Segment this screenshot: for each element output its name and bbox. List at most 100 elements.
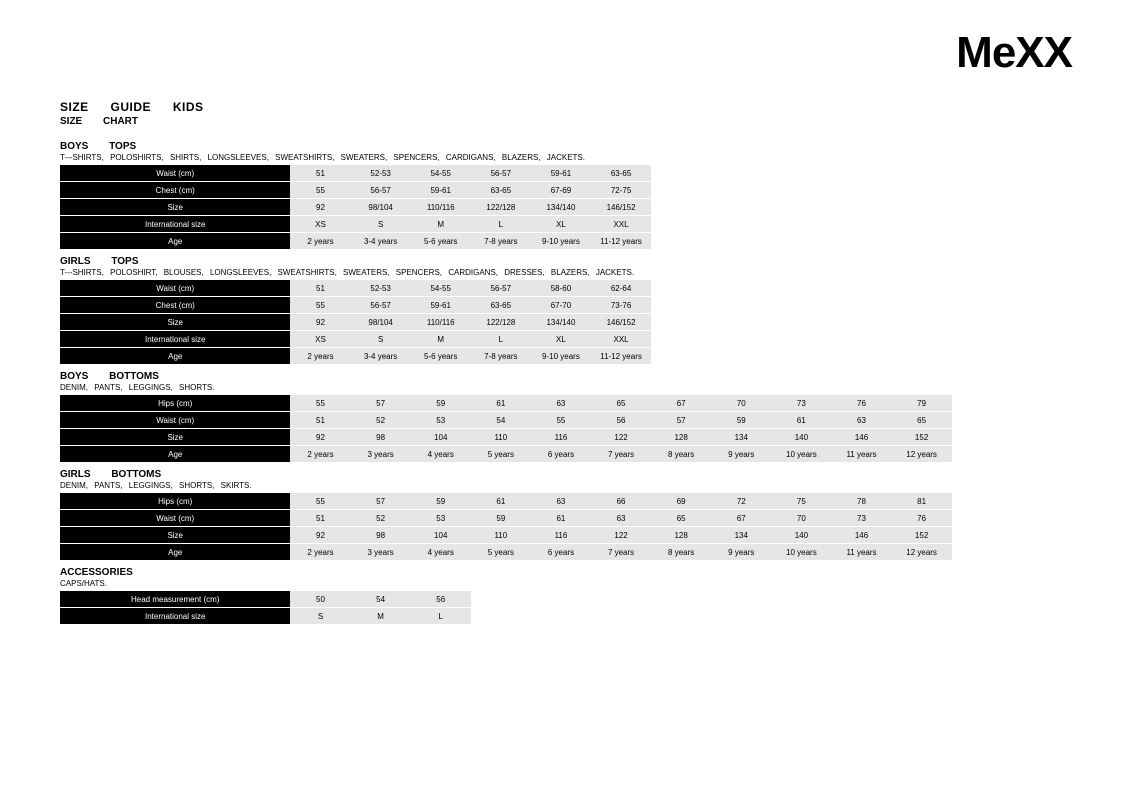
- table-row: Waist (cm)5152-5354-5556-5759-6163-65: [60, 165, 1072, 181]
- blank-cell: [651, 348, 711, 364]
- row-label: Age: [60, 446, 290, 462]
- cell: 61: [471, 493, 531, 509]
- blank-cell: [831, 165, 891, 181]
- row-label: Age: [60, 348, 290, 364]
- blank-cell: [1012, 412, 1072, 428]
- blank-cell: [1012, 493, 1072, 509]
- cell: 110: [471, 527, 531, 543]
- blank-cell: [771, 216, 831, 232]
- cell: 76: [892, 510, 952, 526]
- cell: 56-57: [471, 280, 531, 296]
- cell: 67-70: [531, 297, 591, 313]
- cell: 2 years: [290, 348, 350, 364]
- cell: 72-75: [591, 182, 651, 198]
- cell: 56-57: [471, 165, 531, 181]
- cell: 66: [591, 493, 651, 509]
- cell: 70: [711, 395, 771, 411]
- cell: 55: [290, 395, 350, 411]
- cell: 92: [290, 429, 350, 445]
- cell: L: [471, 216, 531, 232]
- row-label: Size: [60, 429, 290, 445]
- cell: 3 years: [351, 544, 411, 560]
- cell: 9 years: [711, 544, 771, 560]
- cell: 61: [771, 412, 831, 428]
- blank-cell: [771, 297, 831, 313]
- table-row: Size9298104110116122128134140146152: [60, 429, 1072, 445]
- blank-cell: [651, 314, 711, 330]
- blank-cell: [952, 493, 1012, 509]
- cell: 65: [651, 510, 711, 526]
- blank-cell: [711, 331, 771, 347]
- cell: 7-8 years: [471, 348, 531, 364]
- cell: M: [411, 216, 471, 232]
- blank-cell: [771, 199, 831, 215]
- blank-cell: [892, 216, 952, 232]
- cell: XXL: [591, 216, 651, 232]
- row-label: Waist (cm): [60, 510, 290, 526]
- blank-cell: [952, 280, 1012, 296]
- section-title: GIRLS TOPS: [60, 256, 1072, 267]
- blank-cell: [711, 182, 771, 198]
- cell: 65: [892, 412, 952, 428]
- cell: S: [351, 331, 411, 347]
- cell: S: [290, 608, 350, 624]
- row-label: Age: [60, 544, 290, 560]
- cell: XS: [290, 216, 350, 232]
- cell: 134: [711, 527, 771, 543]
- cell: 61: [531, 510, 591, 526]
- cell: 122/128: [471, 314, 531, 330]
- cell: 110: [471, 429, 531, 445]
- blank-cell: [892, 280, 952, 296]
- blank-cell: [831, 608, 891, 624]
- table-row: Hips (cm)5557596163656770737679: [60, 395, 1072, 411]
- cell: 98: [351, 527, 411, 543]
- cell: 67-69: [531, 182, 591, 198]
- blank-cell: [651, 591, 711, 607]
- blank-cell: [892, 199, 952, 215]
- blank-cell: [711, 314, 771, 330]
- blank-cell: [831, 348, 891, 364]
- blank-cell: [651, 608, 711, 624]
- cell: 63: [591, 510, 651, 526]
- cell: 53: [411, 510, 471, 526]
- blank-cell: [831, 314, 891, 330]
- blank-cell: [711, 591, 771, 607]
- table-row: Head measurement (cm)505456: [60, 591, 1072, 607]
- cell: 12 years: [892, 446, 952, 462]
- row-label: Hips (cm): [60, 493, 290, 509]
- cell: 52-53: [351, 280, 411, 296]
- blank-cell: [1012, 182, 1072, 198]
- cell: 11-12 years: [591, 348, 651, 364]
- section-title: BOYS TOPS: [60, 141, 1072, 152]
- section-subtitle: DENIM, PANTS, LEGGINGS, SHORTS.: [60, 383, 1072, 392]
- cell: 3 years: [351, 446, 411, 462]
- blank-cell: [1012, 348, 1072, 364]
- blank-cell: [892, 297, 952, 313]
- table-row: Size9298/104110/116122/128134/140146/152: [60, 314, 1072, 330]
- table-row: Size9298/104110/116122/128134/140146/152: [60, 199, 1072, 215]
- table-row: Hips (cm)5557596163666972757881: [60, 493, 1072, 509]
- blank-cell: [1012, 331, 1072, 347]
- cell: 75: [771, 493, 831, 509]
- blank-cell: [952, 182, 1012, 198]
- blank-cell: [892, 331, 952, 347]
- cell: 52: [351, 510, 411, 526]
- cell: 70: [771, 510, 831, 526]
- cell: 11 years: [831, 544, 891, 560]
- blank-cell: [1012, 216, 1072, 232]
- cell: 134/140: [531, 199, 591, 215]
- cell: 146/152: [591, 314, 651, 330]
- cell: 10 years: [771, 544, 831, 560]
- cell: 51: [290, 280, 350, 296]
- blank-cell: [771, 591, 831, 607]
- blank-cell: [892, 608, 952, 624]
- section-subtitle: CAPS/HATS.: [60, 579, 1072, 588]
- cell: 81: [892, 493, 952, 509]
- cell: 63-65: [591, 165, 651, 181]
- row-label: International size: [60, 216, 290, 232]
- cell: 3-4 years: [351, 233, 411, 249]
- table-row: Chest (cm)5556-5759-6163-6567-7073-76: [60, 297, 1072, 313]
- section-title: BOYS BOTTOMS: [60, 371, 1072, 382]
- blank-cell: [831, 297, 891, 313]
- cell: 7-8 years: [471, 233, 531, 249]
